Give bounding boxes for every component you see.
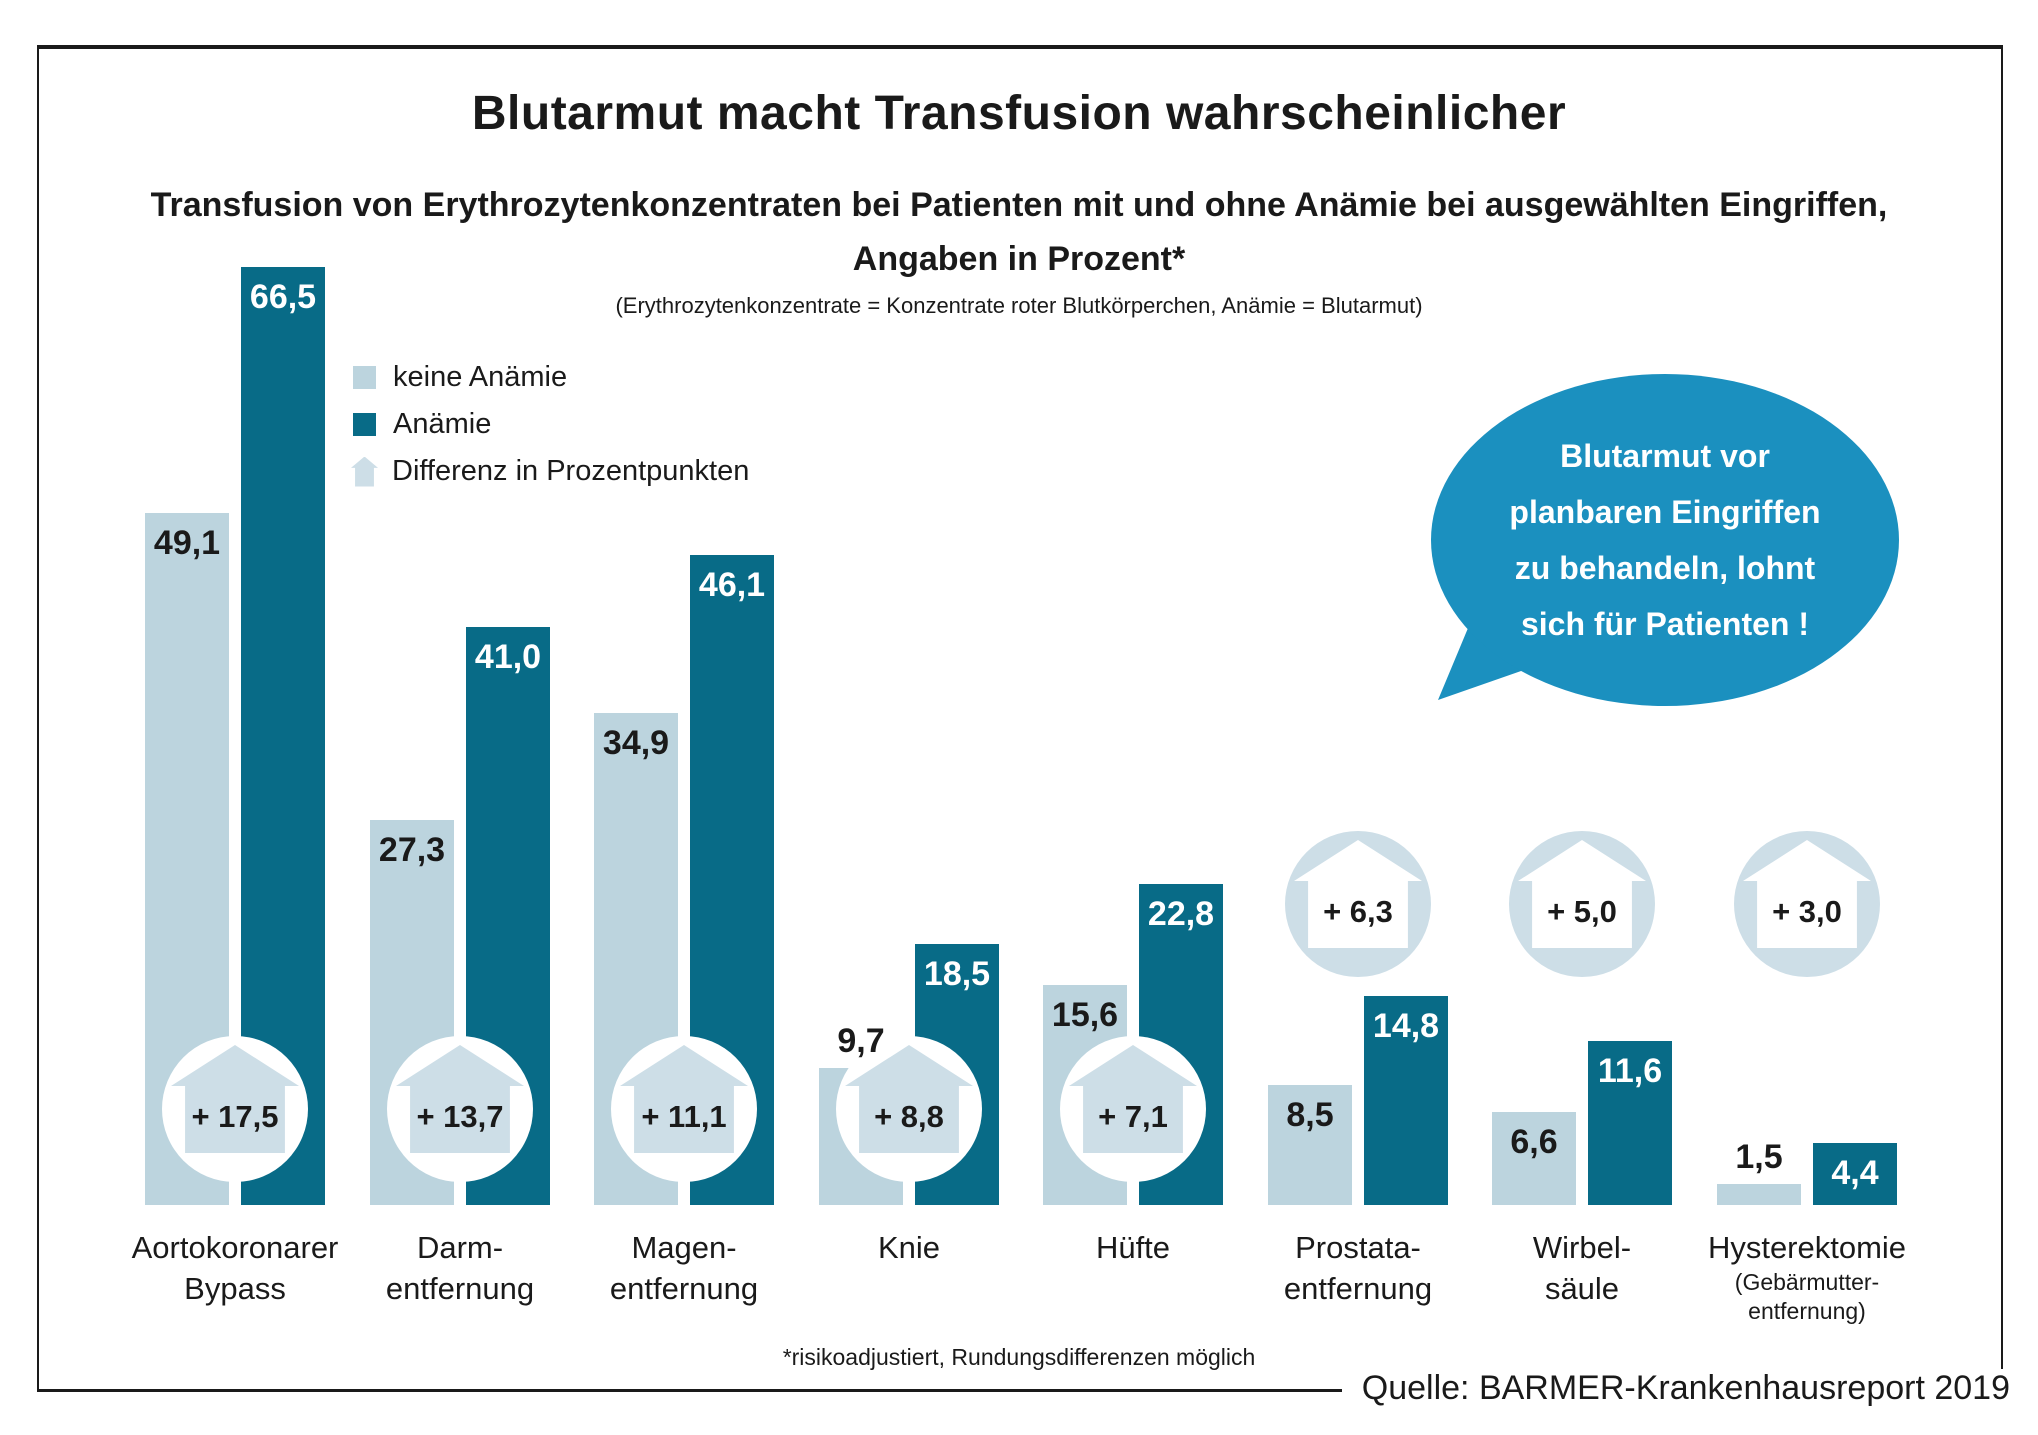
legend-label: Anämie xyxy=(393,408,492,440)
bar-chart: 49,1 66,5 + 17,5 Aortokoronarer Bypass 27,3 41… xyxy=(132,0,1906,1324)
difference-value: + 11,1 xyxy=(641,1099,727,1134)
bar-group-0: 49,1 66,5 + 17,5 Aortokoronarer Bypass xyxy=(132,0,338,1306)
category-label-line: entfernung xyxy=(385,1271,535,1306)
bar-group-5: 8,5 14,8 + 6,3 Prostata-entfernung xyxy=(1268,0,1448,1306)
category-label-line: Bypass xyxy=(184,1271,286,1306)
bar-keine-anaemie: 6,6 xyxy=(1492,1112,1576,1205)
bar-value-label: 22,8 xyxy=(1147,895,1215,933)
bar-value-label: 8,5 xyxy=(1286,1096,1334,1134)
difference-value: + 8,8 xyxy=(874,1099,944,1134)
difference-badge: + 17,5 xyxy=(162,1036,308,1182)
category-label-line: Hysterektomie xyxy=(1707,1230,1907,1265)
legend-label: Differenz in Prozentpunkten xyxy=(392,455,750,487)
bar-anaemie: 14,8 xyxy=(1364,996,1448,1205)
bar-group-4: 15,6 22,8 + 7,1 Hüfte xyxy=(1043,0,1223,1265)
bar-keine-anaemie: 1,5 xyxy=(1717,1138,1801,1205)
bar-value-label: 11,6 xyxy=(1597,1052,1663,1090)
bar-value-label: 1,5 xyxy=(1735,1138,1783,1176)
difference-badge: + 3,0 xyxy=(1734,831,1880,977)
category-label: Darm-entfernung xyxy=(288,1227,632,1309)
bar-anaemie: 11,6 xyxy=(1588,1041,1672,1205)
bar-value-label: 15,6 xyxy=(1051,996,1119,1034)
bar-group-2: 34,9 46,1 + 11,1 Magen-entfernung xyxy=(594,0,774,1306)
category-label-line: Hüfte xyxy=(1095,1230,1171,1265)
definition-note: (Erythrozytenkonzentrate = Konzentrate r… xyxy=(615,293,1423,318)
source-credit: Quelle: BARMER-Krankenhausreport 2019 xyxy=(1341,1369,2012,1414)
category-label-line: säule xyxy=(1544,1271,1620,1306)
bar-value-label: 4,4 xyxy=(1831,1154,1879,1192)
bar-anaemie: 4,4 xyxy=(1813,1143,1897,1205)
difference-value: + 3,0 xyxy=(1772,894,1842,929)
bar-value-label: 18,5 xyxy=(923,955,991,993)
category-label: Knie xyxy=(737,1227,1081,1268)
difference-badge: + 13,7 xyxy=(387,1036,533,1182)
bar-value-label: 27,3 xyxy=(378,831,446,869)
bar-value-label: 6,6 xyxy=(1510,1123,1558,1161)
difference-value: + 6,3 xyxy=(1323,894,1393,929)
bar-value-label: 46,1 xyxy=(698,566,766,604)
bubble-line-1: Blutarmut vor xyxy=(1560,438,1770,474)
subtitle-line-2: Angaben in Prozent* xyxy=(852,240,1186,278)
speech-bubble: Blutarmut vor planbaren Eingriffen zu be… xyxy=(1431,374,1899,706)
legend: keine Anämie Anämie Differenz in Prozent… xyxy=(351,354,750,495)
difference-value: + 13,7 xyxy=(416,1099,504,1134)
category-label-line: entfernung xyxy=(1283,1271,1433,1306)
bar-group-3: 9,7 18,5 + 8,8 Knie xyxy=(819,0,999,1265)
category-label-line: Prostata- xyxy=(1295,1230,1421,1265)
category-label: Magen-entfernung xyxy=(512,1227,856,1309)
difference-value: + 5,0 xyxy=(1547,894,1617,929)
bubble-line-4: sich für Patienten ! xyxy=(1520,606,1810,642)
difference-badge: + 7,1 xyxy=(1060,1036,1206,1182)
chart-subtitle: Transfusion von Erythrozytenkonzentraten… xyxy=(0,178,2038,286)
legend-item-keine-anaemie: keine Anämie xyxy=(353,354,749,401)
subtitle-line-1: Transfusion von Erythrozytenkonzentraten… xyxy=(150,186,1888,224)
difference-badge: + 8,8 xyxy=(836,1036,982,1182)
difference-badge: + 6,3 xyxy=(1285,831,1431,977)
difference-badge: + 11,1 xyxy=(611,1036,757,1182)
bar-group-7: 1,5 4,4 + 3,0 Hysterektomie (Gebärmutter-ent… xyxy=(1708,0,1906,1324)
bar-value-label: 9,7 xyxy=(837,1022,885,1060)
category-label-line: Aortokoronarer xyxy=(131,1230,339,1265)
bar-value-label: 34,9 xyxy=(602,724,670,762)
footnote: *risikoadjustiert, Rundungsdifferenzen m… xyxy=(782,1344,1256,1370)
category-label-line: Wirbel- xyxy=(1532,1230,1632,1265)
bar-value-label: 14,8 xyxy=(1372,1007,1440,1045)
bar-value-label: 66,5 xyxy=(249,278,317,316)
anaemie-swatch-icon xyxy=(353,413,376,436)
bar-value-label: 49,1 xyxy=(153,524,221,562)
bubble-line-3: zu behandeln, lohnt xyxy=(1514,550,1816,586)
category-label-line: entfernung xyxy=(609,1271,759,1306)
bar-value-label: 41,0 xyxy=(474,638,542,676)
bar-group-1: 27,3 41,0 + 13,7 Darm-entfernung xyxy=(370,0,550,1306)
bubble-line-2: planbaren Eingriffen xyxy=(1509,494,1821,530)
category-label: Hüfte xyxy=(961,1227,1305,1268)
category-label: Hysterektomie (Gebärmutter-entfernung) xyxy=(1635,1227,1979,1326)
legend-label: keine Anämie xyxy=(393,361,568,393)
bar-keine-anaemie: 8,5 xyxy=(1268,1085,1352,1205)
difference-value: + 7,1 xyxy=(1098,1099,1168,1134)
legend-item-differenz: Differenz in Prozentpunkten xyxy=(351,448,750,495)
keine-anaemie-swatch-icon xyxy=(353,366,376,389)
category-sublabel-line: (Gebärmutter- xyxy=(1734,1269,1880,1295)
page-title: Blutarmut macht Transfusion wahrscheinli… xyxy=(471,87,1567,140)
difference-badge: + 5,0 xyxy=(1509,831,1655,977)
category-label-line: Knie xyxy=(877,1230,941,1265)
category-label-line: Darm- xyxy=(416,1230,504,1265)
category-label: Wirbel-säule xyxy=(1410,1227,1754,1309)
chart-frame xyxy=(37,45,2003,1392)
category-label-line: Magen- xyxy=(631,1230,737,1265)
legend-item-anaemie: Anämie xyxy=(353,401,749,448)
category-label: Aortokoronarer Bypass xyxy=(63,1227,407,1309)
category-sublabel-line: entfernung) xyxy=(1748,1298,1866,1324)
difference-value: + 17,5 xyxy=(191,1099,279,1134)
bar-group-6: 6,6 11,6 + 5,0 Wirbel-säule xyxy=(1492,0,1672,1306)
category-label: Prostata-entfernung xyxy=(1186,1227,1530,1309)
